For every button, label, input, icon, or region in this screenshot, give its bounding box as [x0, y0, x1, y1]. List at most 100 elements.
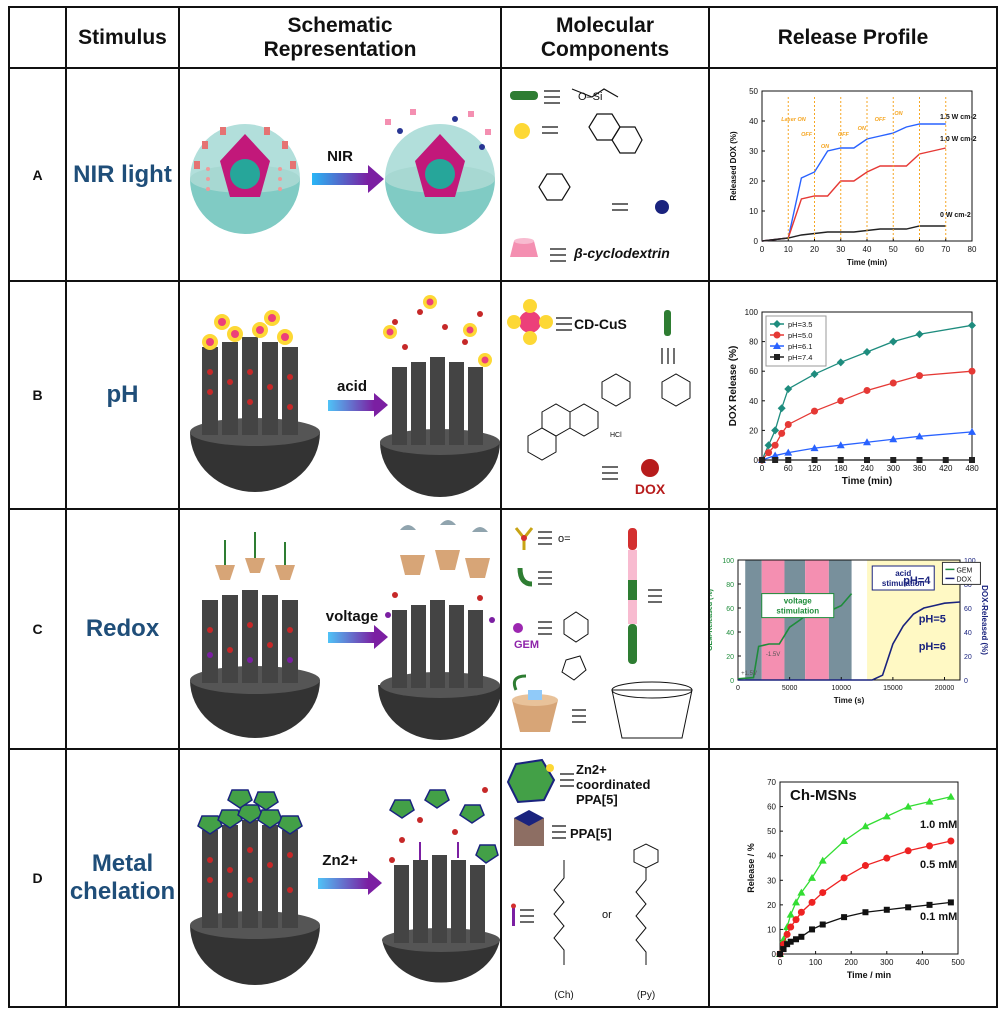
or-label: or	[602, 909, 612, 921]
data-point	[904, 847, 912, 855]
data-point	[968, 367, 976, 375]
data-point	[883, 854, 891, 862]
data-point	[969, 457, 975, 463]
ketone-icon	[514, 527, 534, 550]
x-axis-label: Time / min	[847, 970, 891, 980]
x-tick-label: 0	[760, 245, 765, 254]
header-schematic-line1: Schematic	[287, 13, 393, 37]
legend-label: DOX	[956, 576, 972, 583]
stimulus-metal: Metal chelation	[67, 750, 178, 1006]
data-point	[773, 342, 781, 349]
x-axis-label: Time (s)	[834, 696, 865, 705]
data-point	[968, 321, 976, 330]
cd-gate-icon	[512, 674, 558, 732]
data-point	[811, 407, 818, 415]
data-point	[759, 457, 765, 463]
grid-line	[8, 280, 998, 282]
y-tick-label: 50	[749, 87, 758, 96]
data-point	[926, 842, 934, 850]
arrow-label-metal: Zn2+	[322, 852, 358, 869]
annotation-label: -1.5V	[766, 652, 780, 658]
y-tick-label: 20	[767, 901, 776, 910]
silane-structure	[544, 88, 619, 104]
x-tick-label: 0	[760, 464, 765, 473]
data-point	[787, 923, 795, 931]
linker-rod-icon	[664, 310, 671, 336]
legend-label: pH=5.0	[788, 331, 812, 340]
data-point	[784, 384, 793, 393]
gem-icon	[513, 623, 523, 633]
schematic-redox: voltage	[190, 520, 500, 740]
y2-tick-label: 0	[964, 678, 968, 685]
cargo-icon	[655, 200, 669, 214]
x-tick-label: 0	[778, 958, 783, 967]
y2-tick-label: 100	[964, 558, 976, 565]
x-tick-label: 420	[939, 464, 953, 473]
y-axis-label: DOX Release (%)	[728, 346, 739, 427]
data-point	[837, 457, 844, 463]
svg-text:O–Si: O–Si	[578, 91, 602, 103]
data-point	[771, 441, 779, 449]
series-label: 0 W cm-2	[940, 212, 971, 219]
arrow-label-nir: NIR	[327, 148, 353, 165]
molecular-redox: o= GEM	[512, 527, 693, 739]
x-tick-label: 500	[951, 958, 965, 967]
molecular-nir: O–Si β-cyclodextrin	[510, 88, 670, 262]
data-point	[926, 901, 933, 908]
molecular-metal: Zn2+ coordinated PPA[5] PPA[5] or (Ch) (…	[506, 758, 659, 1001]
data-point	[889, 435, 898, 443]
stimulus-nir: NIR light	[67, 69, 178, 280]
y-tick-label: 0	[730, 678, 734, 685]
y2-axis-label: DOX-Released (%)	[980, 585, 989, 655]
header-stimulus: Stimulus	[67, 8, 178, 67]
annotation-box	[871, 565, 935, 591]
series-label: 1.0 W cm-2	[940, 136, 977, 143]
header-molecular-line2: Components	[540, 37, 670, 61]
data-point	[798, 933, 805, 940]
annotation-label: Laser ON	[781, 117, 806, 123]
data-point	[819, 889, 827, 897]
data-point	[792, 916, 800, 924]
data-point	[889, 379, 897, 387]
data-point	[863, 386, 871, 394]
data-point	[772, 457, 779, 463]
release-chart-redox: 0 5000 10000 15000 20000 0 20 40 60 80 100 0 20 40 60 8…	[710, 558, 989, 705]
msn-after	[382, 787, 500, 983]
stimulus-ph: pH	[67, 282, 178, 508]
row-letter-b: B	[10, 282, 65, 508]
header-molecular-line1: Molecular	[555, 13, 655, 37]
x-tick-label: 300	[887, 464, 901, 473]
header-schematic: Schematic Representation	[180, 8, 500, 67]
data-point	[840, 836, 849, 844]
shaded-region	[784, 560, 806, 680]
row-letter: B	[32, 387, 43, 403]
gem-label: GEM	[514, 639, 539, 651]
y-tick-label: 10	[767, 925, 776, 934]
cyclodextrin-label: β-cyclodextrin	[573, 245, 670, 261]
data-point	[916, 457, 923, 463]
data-point	[784, 420, 792, 428]
data-point	[783, 930, 791, 938]
stalk-icon	[511, 903, 516, 926]
data-point	[771, 451, 780, 459]
py-structure	[633, 843, 659, 965]
plot-frame	[779, 781, 959, 955]
y2-tick-label: 40	[964, 630, 972, 637]
data-point	[810, 444, 819, 452]
x-tick-label: 10000	[832, 685, 852, 692]
row-letter-a: A	[10, 69, 65, 280]
data-series	[758, 367, 976, 464]
ch-structure	[553, 860, 565, 965]
header-schematic-line2: Representation	[263, 37, 417, 61]
series-line	[761, 225, 946, 242]
data-point	[925, 797, 934, 805]
release-chart-metal: 0 100 200 300 400 500 0 10 20 30 40 50 60 70 Time / mi…	[746, 778, 965, 980]
legend-label: pH=6.1	[788, 342, 812, 351]
stimulus-label-line2: chelation	[69, 878, 176, 905]
nanoparticle-before	[190, 124, 300, 234]
data-point	[808, 873, 817, 881]
data-point	[797, 908, 805, 916]
annotation-label: OFF	[875, 117, 887, 123]
schematic-metal: Zn2+	[190, 787, 500, 985]
y-tick-label: 70	[767, 778, 776, 787]
